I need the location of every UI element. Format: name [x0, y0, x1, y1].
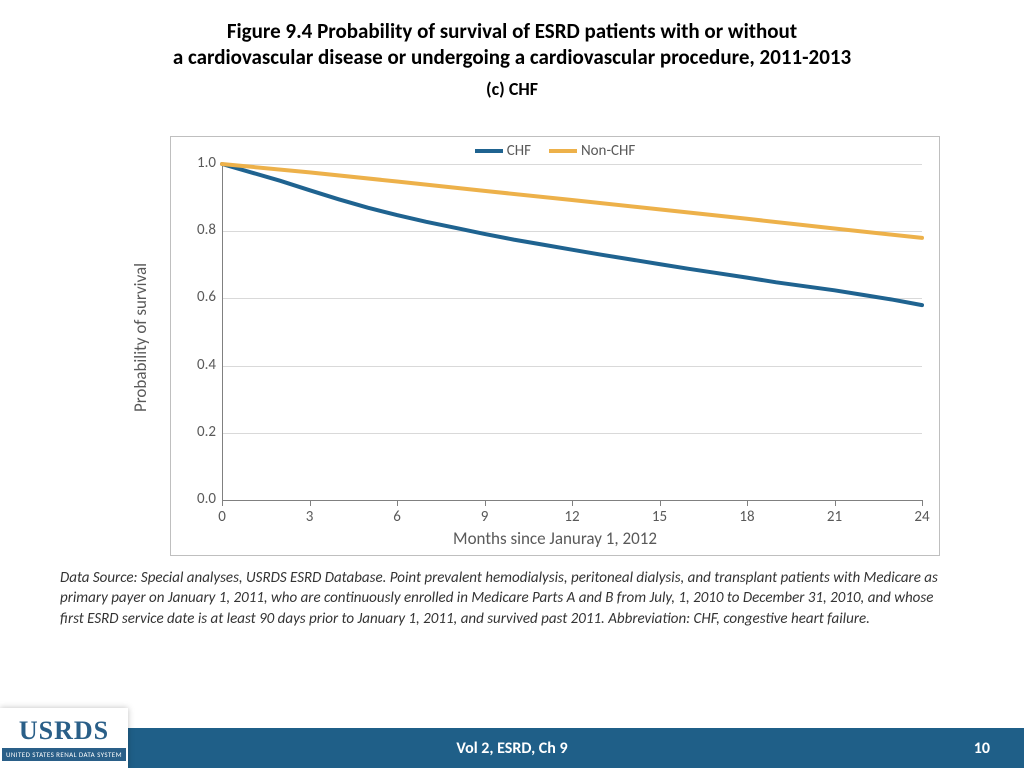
figure-caption: Data Source: Special analyses, USRDS ESR… — [60, 568, 945, 629]
series-line — [222, 164, 922, 305]
chart-lines — [170, 136, 940, 556]
footer-page-number: 10 — [974, 739, 990, 758]
series-line — [222, 164, 922, 238]
survival-chart: 0.00.20.40.60.81.003691215182124Probabil… — [170, 136, 940, 556]
logo-main-text: USRDS — [19, 716, 109, 746]
slide-footer: Vol 2, ESRD, Ch 9 10 USRDS UNITED STATES… — [0, 728, 1024, 768]
figure-subtitle: (c) CHF — [0, 78, 1024, 100]
usrds-logo: USRDS UNITED STATES RENAL DATA SYSTEM — [0, 708, 128, 768]
figure-title-line2: a cardiovascular disease or undergoing a… — [0, 44, 1024, 70]
logo-sub-text: UNITED STATES RENAL DATA SYSTEM — [2, 748, 126, 761]
footer-center-text: Vol 2, ESRD, Ch 9 — [0, 739, 1024, 758]
figure-title-line1: Figure 9.4 Probability of survival of ES… — [0, 18, 1024, 44]
y-axis-label: Probability of survival — [130, 263, 151, 412]
